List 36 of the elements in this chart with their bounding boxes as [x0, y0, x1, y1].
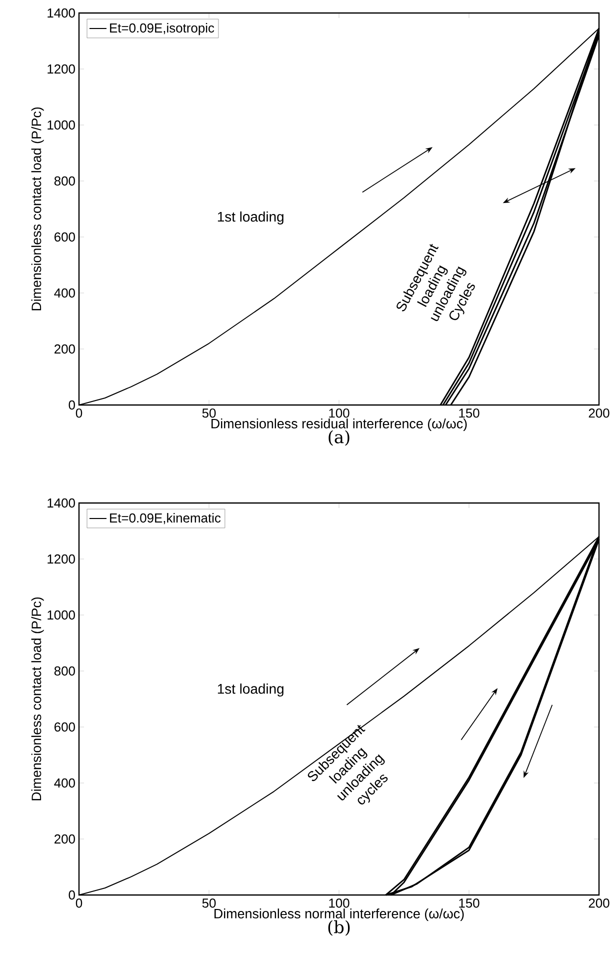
x-tick-label: 150: [459, 408, 480, 418]
x-tick-label: 200: [588, 898, 610, 908]
y-tick-label: 600: [54, 232, 75, 242]
text: (b): [328, 920, 350, 936]
x-tick-label: 100: [329, 898, 350, 908]
y-tick-label: 1200: [48, 554, 75, 564]
x-axis-title: Dimensionless normal interference (ω/ωc): [214, 908, 464, 922]
annotation: 1st loading: [218, 211, 284, 224]
y-tick-label: 1000: [48, 610, 75, 620]
y-tick-label: 1000: [48, 120, 75, 130]
x-tick-label: 0: [76, 898, 82, 908]
y-axis-title: Dimensionless contact load (P/Pc): [31, 107, 44, 310]
x-tick-label: 150: [459, 898, 480, 908]
y-tick-label: 400: [54, 288, 75, 298]
y-tick-label: 0: [68, 400, 75, 410]
y-tick-label: 800: [54, 666, 75, 676]
legend-label: Et=0.09E,isotropic: [110, 23, 214, 36]
legend-label: Et=0.09E,kinematic: [110, 513, 221, 524]
annotation: 1st loading: [218, 684, 284, 697]
y-tick-label: 1200: [48, 64, 75, 74]
y-tick-label: 600: [54, 722, 75, 732]
y-tick-label: 400: [54, 778, 75, 788]
x-tick-label: 200: [588, 408, 610, 418]
x-axis-title: Dimensionless residual interference (ω/ωc): [212, 418, 467, 432]
y-axis-title: Dimensionless contact load (P/Pc): [31, 597, 44, 800]
x-tick-label: 50: [202, 898, 216, 908]
x-tick-label: 100: [329, 408, 350, 418]
text: (a): [328, 430, 350, 446]
y-tick-label: 1400: [48, 8, 75, 18]
y-tick-label: 0: [68, 890, 75, 900]
x-tick-label: 50: [202, 408, 216, 418]
x-tick-label: 0: [76, 408, 82, 418]
y-tick-label: 1400: [48, 498, 75, 508]
y-tick-label: 200: [54, 834, 75, 844]
y-tick-label: 200: [54, 344, 75, 354]
y-tick-label: 800: [54, 176, 75, 186]
